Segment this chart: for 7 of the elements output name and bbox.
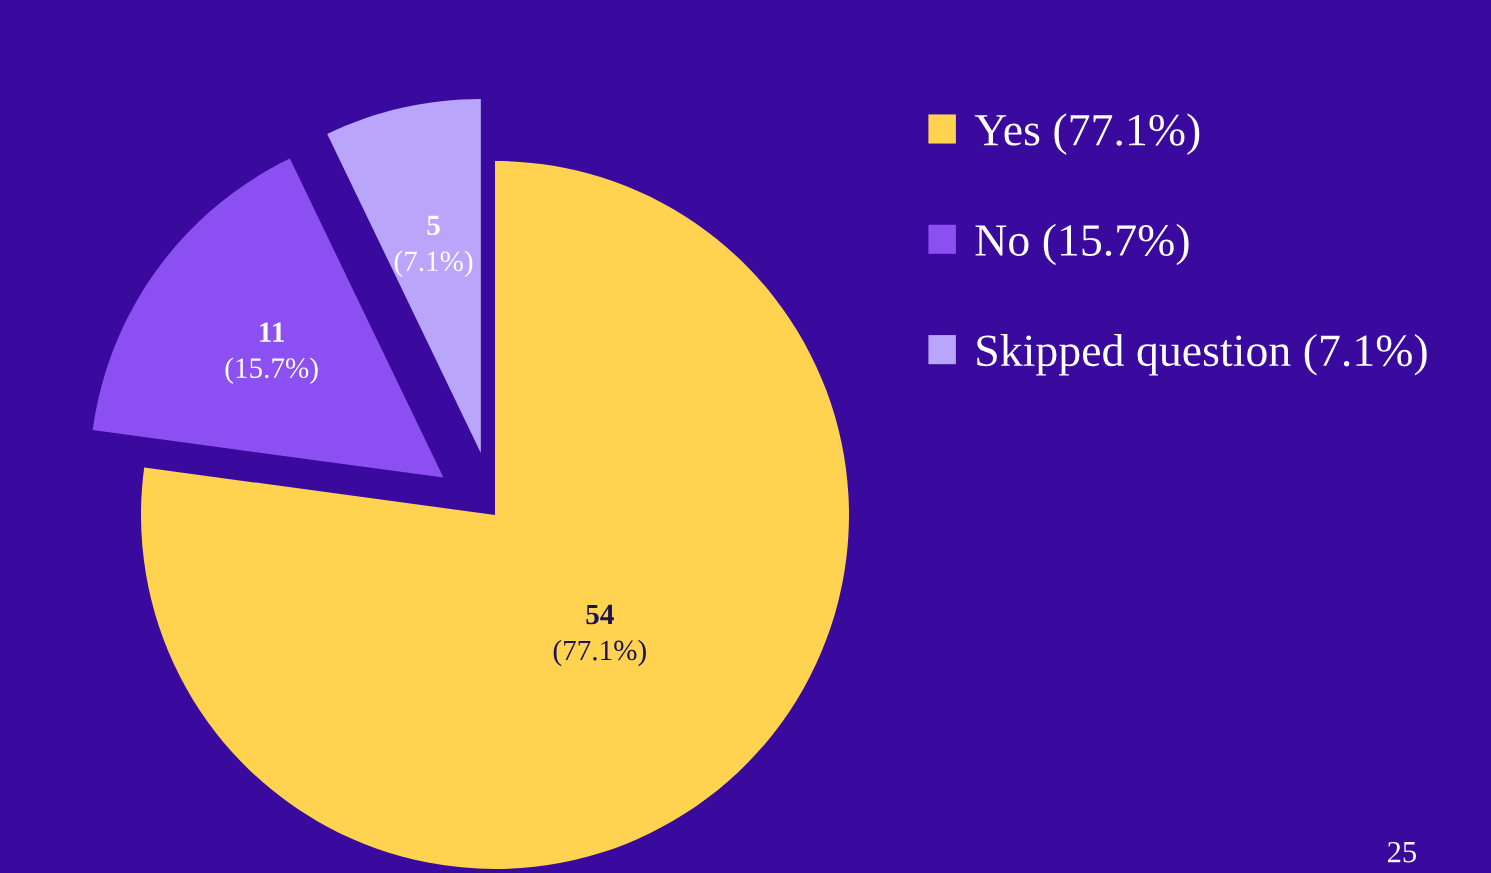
- text: 25: [1387, 841, 1416, 863]
- data-label: 54 (77.1%): [553, 604, 646, 667]
- data-label: 5 (7.1%): [394, 215, 473, 278]
- legend-label: Skipped question (7.1%): [977, 333, 1427, 376]
- data-label: 11 (15.7%): [225, 322, 318, 384]
- legend-label: Yes (77.1%): [974, 113, 1200, 155]
- legend-label: No (15.7%): [975, 223, 1189, 266]
